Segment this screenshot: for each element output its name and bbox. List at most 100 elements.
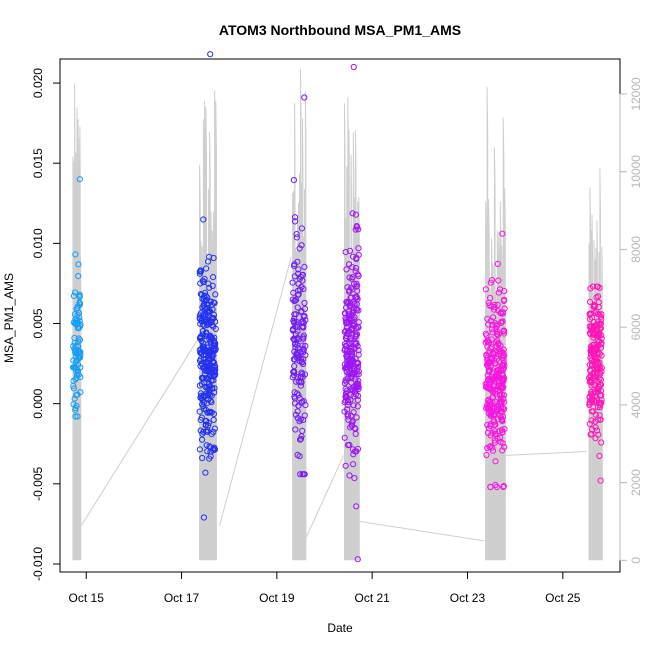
data-point (492, 458, 499, 465)
data-point (484, 359, 491, 366)
data-point (211, 334, 218, 341)
data-point (202, 383, 209, 391)
data-point (291, 315, 298, 322)
data-point (295, 336, 302, 343)
data-point (197, 362, 204, 370)
data-point (343, 266, 350, 273)
data-point (586, 420, 593, 427)
data-point (353, 254, 360, 261)
data-point (348, 348, 355, 355)
data-point (598, 439, 605, 446)
data-point (291, 218, 299, 225)
data-point (70, 357, 77, 364)
data-point (595, 399, 603, 406)
data-point (348, 353, 355, 360)
data-point (586, 401, 593, 409)
data-point (485, 350, 492, 357)
data-point (352, 268, 359, 275)
data-point (298, 433, 305, 440)
y-tick-label: 0.010 (31, 228, 45, 258)
data-point (74, 303, 82, 310)
data-point (348, 356, 355, 363)
data-point (200, 403, 207, 410)
data-point (354, 360, 362, 367)
data-point (72, 376, 79, 383)
data-point (342, 364, 350, 371)
data-point (489, 329, 496, 336)
data-point (586, 361, 593, 368)
data-point (296, 245, 303, 252)
data-point (200, 393, 207, 400)
data-point (299, 323, 306, 330)
data-point (297, 436, 304, 443)
data-point (207, 319, 214, 327)
data-point (293, 231, 300, 238)
x-axis-label: Date (327, 621, 353, 635)
data-point (589, 426, 596, 433)
data-point (300, 285, 307, 292)
data-point (589, 330, 597, 338)
data-point (484, 315, 491, 322)
x-axis: Oct 15 Oct 17 Oct 19 Oct 21 Oct 23 Oct 25 (69, 571, 581, 605)
data-point (497, 392, 504, 399)
data-point (355, 371, 362, 378)
data-point (353, 448, 360, 455)
x-tick-label: Oct 15 (69, 591, 105, 605)
data-point (586, 316, 594, 323)
x-tick-label: Oct 25 (545, 591, 581, 605)
data-point (210, 254, 217, 262)
y2-tick-label: 2000 (629, 469, 643, 496)
data-point (346, 441, 353, 448)
data-point (592, 411, 599, 418)
x-tick-label: Oct 17 (164, 591, 200, 605)
data-point (300, 346, 307, 353)
data-point (347, 294, 354, 301)
data-point (294, 304, 301, 311)
data-point (350, 461, 357, 468)
data-point (72, 406, 79, 413)
data-point (349, 210, 356, 217)
data-point (76, 299, 83, 306)
data-point (500, 327, 507, 334)
data-point (353, 224, 360, 231)
data-point (76, 314, 83, 321)
data-point (349, 326, 356, 333)
data-point (349, 253, 357, 260)
data-point (499, 447, 506, 454)
data-point (594, 344, 601, 351)
data-point (587, 351, 595, 358)
data-point (196, 408, 203, 415)
data-point (292, 297, 299, 304)
data-point (598, 332, 605, 339)
data-point (588, 430, 595, 438)
data-point (294, 349, 301, 356)
data-point (72, 413, 79, 420)
data-point (593, 294, 600, 301)
data-point (74, 342, 81, 350)
altitude-trace-transit (219, 257, 292, 526)
data-point (294, 374, 301, 381)
altitude-trace-transit (81, 338, 199, 526)
points-layer (69, 51, 605, 563)
data-point (492, 339, 499, 346)
data-point (290, 289, 297, 296)
data-point (298, 225, 305, 232)
y2-tick-label: 10000 (629, 155, 643, 189)
y-axis-right: 0 2000 4000 6000 8000 10000 12000 (619, 77, 643, 564)
data-point (587, 354, 594, 362)
data-point (201, 289, 209, 296)
data-point (295, 266, 302, 273)
data-point (291, 393, 298, 400)
data-point (498, 367, 505, 374)
data-point (488, 344, 495, 351)
data-point (211, 342, 219, 349)
data-point (498, 426, 505, 433)
data-point (197, 427, 204, 434)
data-point (211, 446, 218, 453)
data-point (353, 280, 360, 287)
data-point (211, 299, 218, 307)
data-point (299, 398, 306, 405)
y-tick-label: -0.010 (31, 547, 45, 581)
data-point (493, 353, 500, 360)
data-point (346, 247, 354, 254)
